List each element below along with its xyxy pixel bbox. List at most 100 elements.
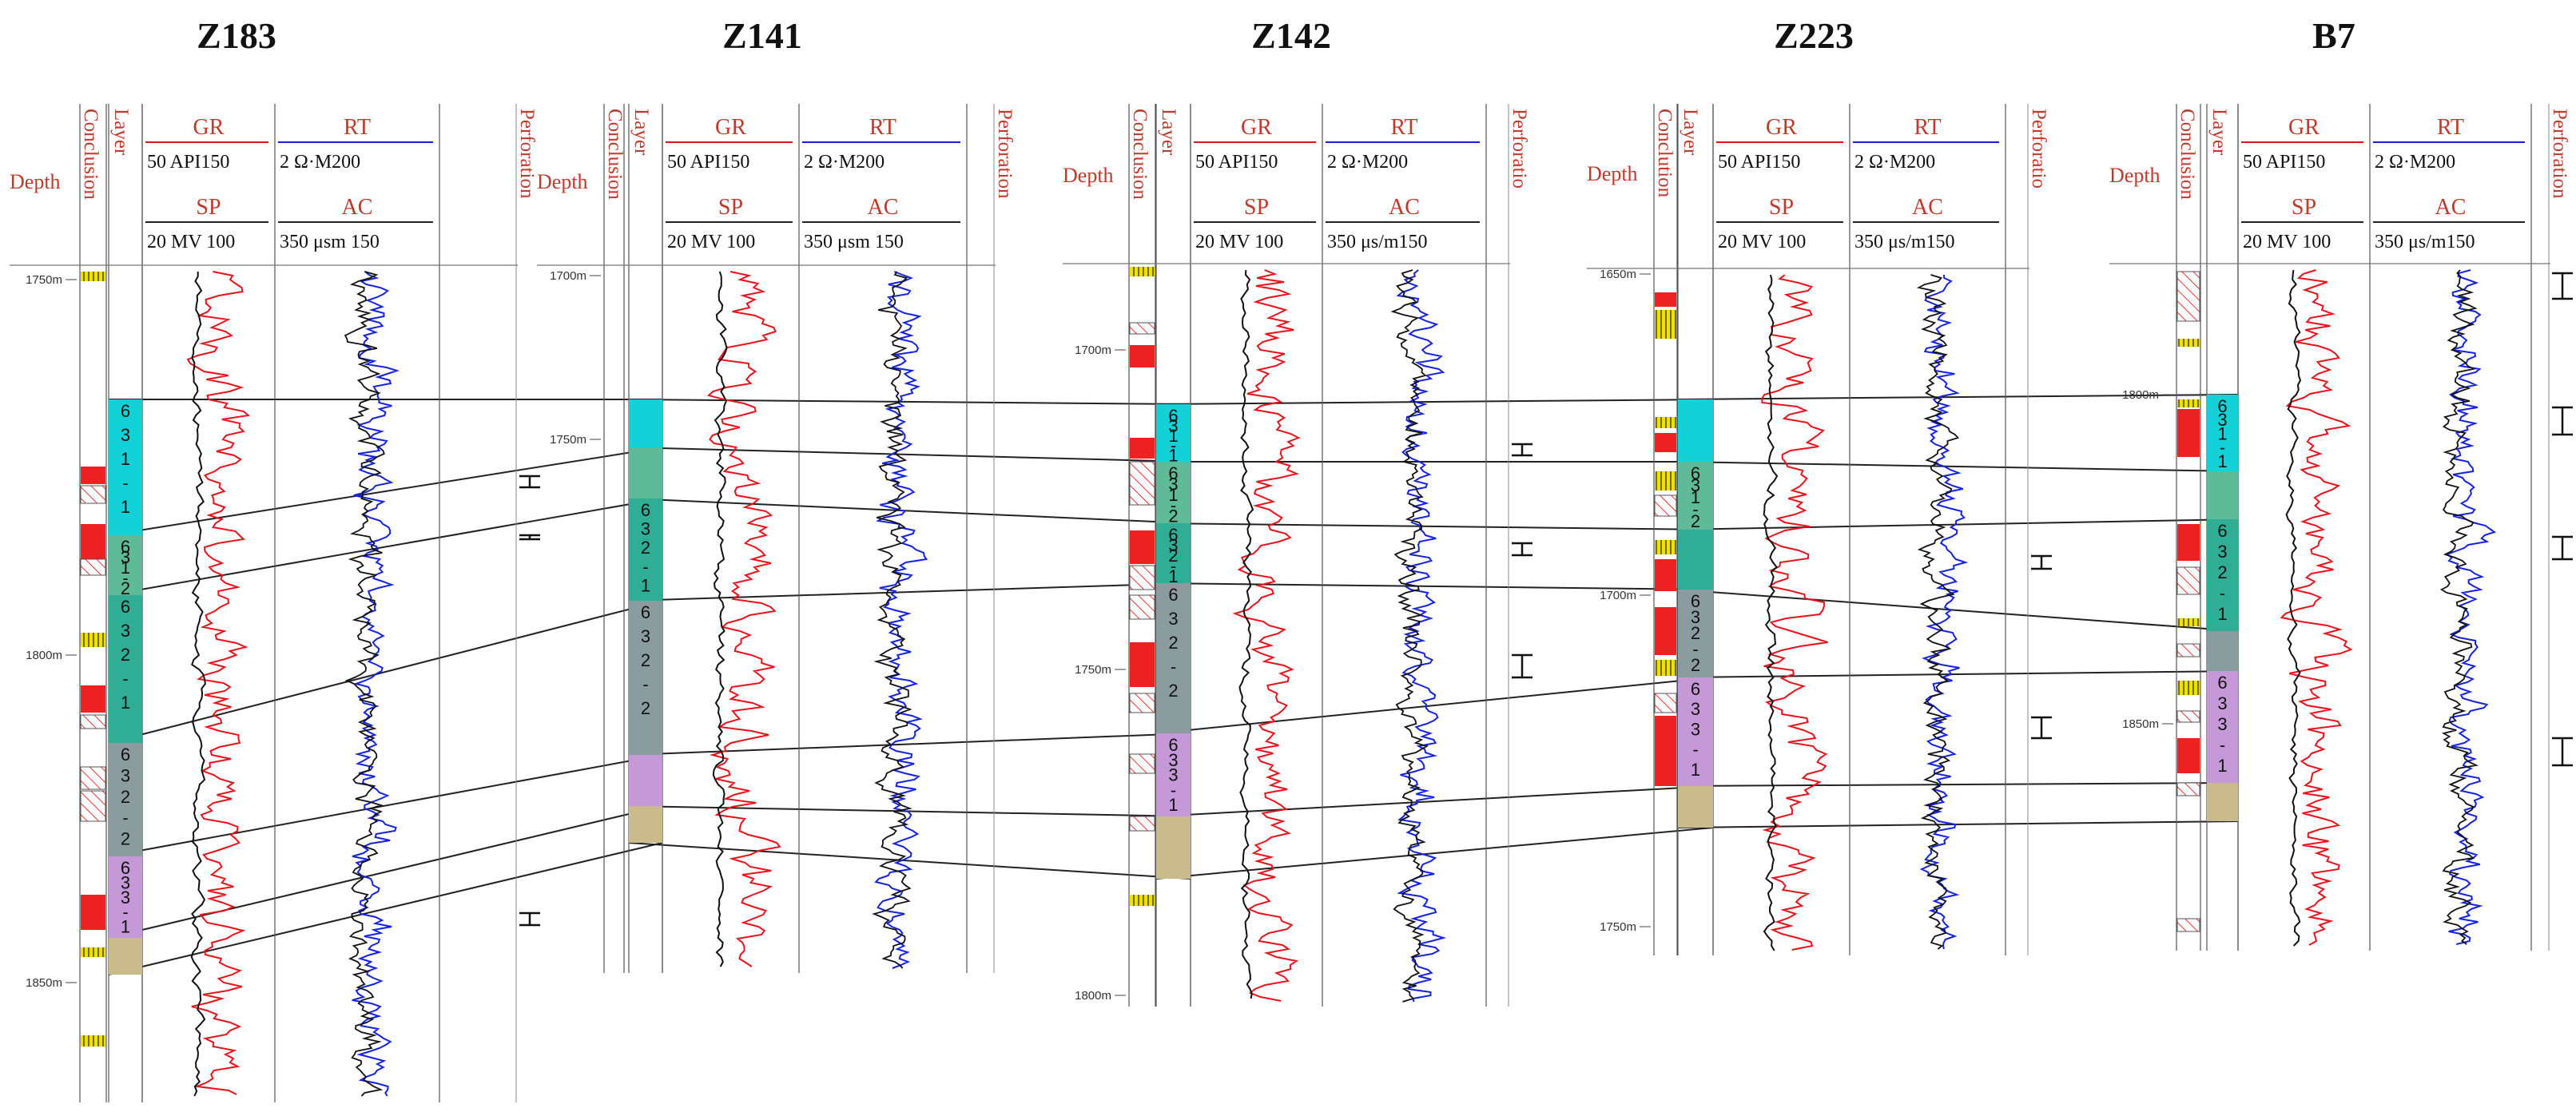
conclusion-block bbox=[2177, 738, 2200, 773]
depth-label: 1850m bbox=[26, 976, 62, 990]
perforation-marker bbox=[2552, 272, 2573, 300]
layer-zone bbox=[629, 447, 662, 498]
zone-label: 1 bbox=[1691, 487, 1700, 507]
zone-label: 6 bbox=[1168, 525, 1178, 545]
zone-label: 1 bbox=[1168, 795, 1178, 815]
rt-curve bbox=[352, 271, 400, 1097]
rt-header: RT bbox=[1914, 115, 1941, 140]
depth-header: Depth bbox=[537, 170, 588, 193]
zone-label: 2 bbox=[641, 698, 650, 718]
conclusion-block bbox=[1129, 594, 1155, 620]
depth-label: 1750m bbox=[550, 433, 586, 447]
ac-curve bbox=[344, 271, 385, 1097]
layer-zone bbox=[2207, 783, 2238, 821]
conclusion-block bbox=[80, 714, 106, 729]
conclusion-block bbox=[1130, 438, 1155, 459]
layer-zone bbox=[109, 856, 142, 938]
conclusion-block bbox=[1129, 565, 1155, 590]
perforation-marker bbox=[1512, 443, 1532, 457]
zone-label: 1 bbox=[1691, 760, 1700, 780]
correlation-line bbox=[1155, 582, 1714, 590]
zone-label: 2 bbox=[121, 578, 130, 598]
well-z141: Z141 Depth Conclusion Layer Perforation GR 50 … bbox=[537, 15, 1016, 973]
conclusion-block bbox=[2176, 643, 2200, 657]
zone-label: - bbox=[122, 669, 128, 689]
zone-label: 3 bbox=[1691, 699, 1700, 719]
zone-label: 3 bbox=[1168, 609, 1178, 629]
zone-label: 6 bbox=[1691, 591, 1700, 611]
zone-label: 2 bbox=[1168, 681, 1178, 701]
zone-label: 3 bbox=[121, 872, 130, 892]
sp-scale: 20 MV 100 bbox=[147, 232, 235, 252]
ac-curve bbox=[872, 271, 912, 969]
conclusion-block bbox=[1655, 716, 1676, 786]
zone-label: 6 bbox=[641, 602, 650, 622]
sp-scale: 20 MV 100 bbox=[2243, 232, 2331, 252]
conclusion-block bbox=[1130, 267, 1155, 276]
rt-curve bbox=[1919, 274, 1969, 950]
gr-header: GR bbox=[715, 115, 746, 140]
correlation-line bbox=[1155, 522, 1714, 530]
conclusion-block bbox=[1129, 322, 1155, 335]
depth-header: Depth bbox=[1587, 162, 1638, 185]
ac-header: AC bbox=[1912, 195, 1943, 220]
perforation-header: Perforation bbox=[994, 109, 1016, 199]
sp-curve bbox=[712, 271, 728, 967]
conclusion-block bbox=[80, 558, 106, 576]
gr-curve bbox=[1232, 269, 1301, 1002]
zone-label: 6 bbox=[2217, 521, 2227, 541]
correlation-line bbox=[1677, 589, 2239, 632]
gr-scale: 50 API150 bbox=[147, 152, 229, 173]
conclusion-block bbox=[1655, 292, 1676, 307]
zone-label: - bbox=[1692, 639, 1698, 659]
zone-label: 3 bbox=[1168, 415, 1178, 435]
perforation-marker bbox=[2552, 535, 2573, 561]
zone-label: - bbox=[1171, 495, 1176, 515]
ac-curve bbox=[2439, 269, 2479, 945]
layer-zone bbox=[2207, 631, 2238, 671]
rt-scale: 2 Ω·M200 bbox=[1327, 152, 1408, 173]
gr-header: GR bbox=[2288, 115, 2320, 140]
zone-label: 3 bbox=[1168, 765, 1178, 785]
layer-zone bbox=[109, 399, 142, 535]
zone-label: 1 bbox=[121, 449, 130, 469]
conclusion-header: Conclution bbox=[1654, 109, 1676, 198]
well-title: Z223 bbox=[1774, 15, 1854, 56]
layer-zone bbox=[1156, 523, 1191, 583]
gr-curve bbox=[2280, 269, 2353, 946]
rt-scale: 2 Ω·M200 bbox=[280, 152, 360, 173]
conclusion-block bbox=[1130, 642, 1155, 687]
zone-label: 1 bbox=[1168, 426, 1178, 446]
conclusion-block bbox=[1655, 540, 1676, 554]
zone-label: 1 bbox=[1168, 566, 1178, 586]
conclusion-block bbox=[2176, 782, 2200, 796]
zone-label: 2 bbox=[121, 787, 130, 807]
layer-zone bbox=[1156, 583, 1191, 733]
rt-header: RT bbox=[869, 115, 896, 140]
layer-zone bbox=[109, 535, 142, 595]
conclusion-block bbox=[81, 272, 105, 281]
zone-label: 1 bbox=[121, 917, 130, 937]
zone-label: - bbox=[642, 674, 648, 694]
depth-label: 1850m bbox=[2122, 717, 2159, 731]
zone-label: 3 bbox=[2217, 714, 2227, 734]
depth-header: Depth bbox=[10, 170, 61, 193]
zone-label: 2 bbox=[1168, 633, 1178, 653]
zone-label: - bbox=[122, 808, 128, 828]
layer-zone bbox=[1156, 816, 1191, 879]
gr-header: GR bbox=[1766, 115, 1797, 140]
layer-header: Layer bbox=[1158, 109, 1179, 156]
conclusion-block bbox=[2176, 566, 2200, 595]
correlation-line bbox=[108, 805, 663, 939]
conclusion-block bbox=[1129, 461, 1155, 506]
layer-zone bbox=[1156, 462, 1191, 523]
gr-scale: 50 API150 bbox=[2243, 152, 2325, 173]
depth-label: 1800m bbox=[2122, 388, 2159, 402]
zone-label: 1 bbox=[121, 558, 130, 578]
conclusion-block bbox=[1655, 417, 1676, 428]
zone-label: - bbox=[1171, 556, 1176, 576]
perforation-marker bbox=[2031, 554, 2052, 570]
sp-curve bbox=[1238, 269, 1254, 999]
layer-zone bbox=[629, 806, 662, 843]
